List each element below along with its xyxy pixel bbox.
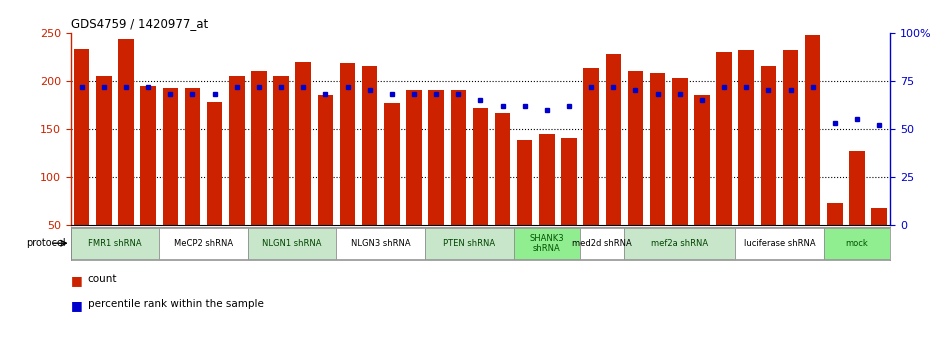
Bar — [119, 40, 134, 225]
Text: NLGN3 shRNA: NLGN3 shRNA — [351, 239, 411, 248]
Text: ■: ■ — [71, 299, 82, 313]
Text: percentile rank within the sample: percentile rank within the sample — [88, 299, 264, 310]
Bar — [340, 64, 355, 225]
Text: med2d shRNA: med2d shRNA — [573, 239, 632, 248]
Bar — [229, 76, 245, 225]
FancyBboxPatch shape — [625, 228, 735, 258]
Text: ■: ■ — [71, 274, 82, 287]
Bar — [296, 61, 311, 225]
FancyBboxPatch shape — [425, 228, 513, 258]
FancyBboxPatch shape — [336, 228, 425, 258]
Bar — [739, 50, 754, 225]
Bar — [539, 134, 555, 225]
Bar — [273, 76, 289, 225]
Text: NLGN1 shRNA: NLGN1 shRNA — [263, 239, 322, 248]
Bar — [317, 95, 333, 225]
Bar — [627, 71, 643, 225]
Bar — [473, 108, 488, 225]
Bar — [760, 66, 776, 225]
Bar — [650, 73, 665, 225]
Bar — [804, 34, 820, 225]
Text: protocol: protocol — [26, 238, 66, 248]
Text: GDS4759 / 1420977_at: GDS4759 / 1420977_at — [71, 17, 208, 30]
Bar — [185, 87, 201, 225]
Bar — [450, 90, 466, 225]
Bar — [561, 139, 577, 225]
Bar — [606, 54, 621, 225]
Text: luciferase shRNA: luciferase shRNA — [743, 239, 815, 248]
Bar — [163, 89, 178, 225]
Bar — [140, 86, 156, 225]
Text: MeCP2 shRNA: MeCP2 shRNA — [174, 239, 233, 248]
Text: FMR1 shRNA: FMR1 shRNA — [89, 239, 141, 248]
Bar — [871, 208, 886, 225]
Bar — [429, 90, 444, 225]
Bar — [252, 71, 267, 225]
Bar — [716, 52, 732, 225]
Bar — [517, 140, 532, 225]
Bar — [96, 76, 111, 225]
Text: mock: mock — [846, 239, 869, 248]
FancyBboxPatch shape — [823, 228, 890, 258]
FancyBboxPatch shape — [513, 228, 580, 258]
Bar — [827, 203, 842, 225]
Bar — [406, 90, 422, 225]
FancyBboxPatch shape — [580, 228, 625, 258]
FancyBboxPatch shape — [159, 228, 248, 258]
Bar — [74, 49, 89, 225]
Text: PTEN shRNA: PTEN shRNA — [444, 239, 495, 248]
Bar — [672, 78, 688, 225]
FancyBboxPatch shape — [735, 228, 823, 258]
Bar — [495, 113, 511, 225]
Text: mef2a shRNA: mef2a shRNA — [651, 239, 708, 248]
Bar — [362, 66, 378, 225]
Bar — [583, 68, 599, 225]
Bar — [207, 102, 222, 225]
Bar — [384, 103, 399, 225]
FancyBboxPatch shape — [71, 228, 159, 258]
Bar — [850, 151, 865, 225]
Bar — [694, 95, 709, 225]
Text: SHANK3
shRNA: SHANK3 shRNA — [529, 233, 564, 253]
Text: count: count — [88, 274, 117, 284]
Bar — [783, 50, 798, 225]
FancyBboxPatch shape — [248, 228, 336, 258]
